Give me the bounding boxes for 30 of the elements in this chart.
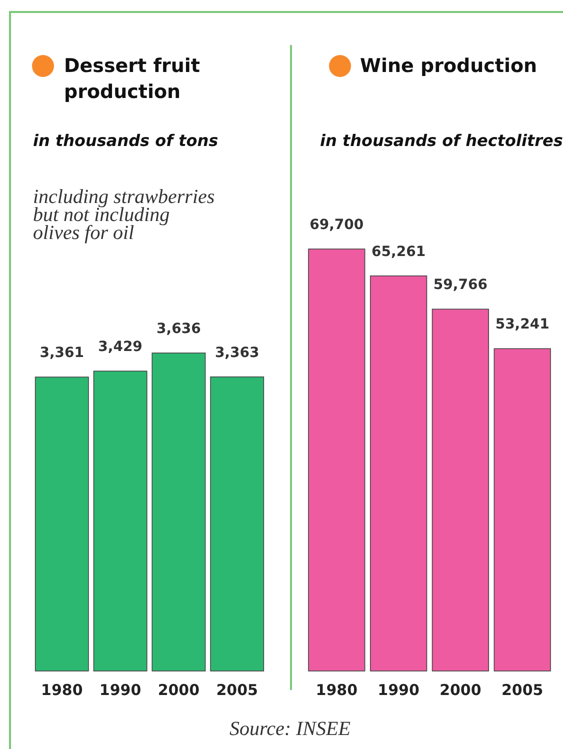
data-label: 59,766 xyxy=(433,277,488,294)
data-label: 3,636 xyxy=(156,321,201,337)
x-tick-label: 2005 xyxy=(501,681,544,699)
x-tick-label: 2000 xyxy=(158,681,200,699)
bar xyxy=(494,348,551,672)
data-label: 3,361 xyxy=(40,345,84,362)
x-tick-label: 1980 xyxy=(316,681,358,699)
data-label: 3,363 xyxy=(214,344,260,361)
x-tick-label: 1990 xyxy=(378,681,420,699)
bar xyxy=(308,248,366,672)
data-label: 69,700 xyxy=(310,217,364,233)
x-tick-label: 2005 xyxy=(216,681,258,699)
source-note: Source: INSEE xyxy=(230,718,350,740)
x-tick-label: 2000 xyxy=(440,681,482,699)
chart-subtitle: in thousands of tons xyxy=(33,131,218,150)
x-tick-label: 1990 xyxy=(99,681,142,699)
bar xyxy=(210,376,264,672)
x-tick-label: 1980 xyxy=(41,681,83,699)
bar xyxy=(152,352,206,672)
data-label: 3,429 xyxy=(98,339,142,356)
chart-subtitle: in thousands of hectolitres xyxy=(320,131,563,150)
bar xyxy=(370,275,428,672)
bar xyxy=(34,376,89,672)
bar xyxy=(432,308,490,672)
bar xyxy=(93,370,148,672)
text: including strawberries but not including olives for oil xyxy=(33,186,215,244)
data-label: 65,261 xyxy=(372,244,426,260)
chart-title: Wine production xyxy=(360,55,538,77)
chart-title: Dessert fruit production xyxy=(64,55,200,103)
data-label: 53,241 xyxy=(495,316,550,333)
